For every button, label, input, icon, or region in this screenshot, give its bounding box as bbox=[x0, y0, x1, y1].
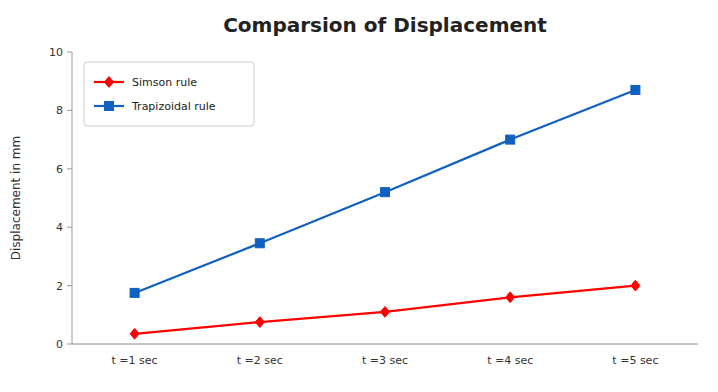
line bbox=[135, 286, 636, 334]
y-tick bbox=[67, 110, 72, 111]
y-tick-label: 0 bbox=[56, 338, 63, 351]
y-tick bbox=[67, 52, 72, 53]
marker bbox=[506, 292, 515, 303]
marker bbox=[506, 135, 515, 144]
x-axis-line bbox=[72, 344, 698, 345]
x-tick-label: t =3 sec bbox=[362, 354, 408, 367]
y-tick-label: 8 bbox=[56, 104, 63, 117]
marker bbox=[631, 85, 640, 94]
x-tick-label: t =1 sec bbox=[112, 354, 158, 367]
marker bbox=[381, 188, 390, 197]
marker bbox=[255, 317, 264, 328]
y-tick bbox=[67, 227, 72, 228]
y-tick-label: 4 bbox=[56, 221, 63, 234]
marker bbox=[631, 280, 640, 291]
legend-label: Simson rule bbox=[132, 76, 197, 89]
y-axis-line bbox=[72, 52, 73, 344]
x-tick-label: t =4 sec bbox=[487, 354, 533, 367]
legend: Simson rule Trapizoidal rule bbox=[84, 62, 254, 126]
legend-marker bbox=[105, 77, 114, 88]
marker bbox=[130, 328, 139, 339]
y-tick bbox=[67, 344, 72, 345]
x-tick-label: t =5 sec bbox=[612, 354, 658, 367]
y-tick bbox=[67, 285, 72, 286]
marker bbox=[130, 288, 139, 297]
chart: Comparsion of Displacement Displacement i… bbox=[0, 0, 718, 392]
legend-frame bbox=[84, 62, 254, 126]
y-tick-label: 2 bbox=[56, 280, 63, 293]
marker bbox=[255, 239, 264, 248]
y-tick-label: 6 bbox=[56, 163, 63, 176]
x-tick-label: t =2 sec bbox=[237, 354, 283, 367]
legend-label: Trapizoidal rule bbox=[131, 100, 216, 113]
marker bbox=[381, 306, 390, 317]
y-axis-label: Displacement in mm bbox=[9, 136, 23, 260]
y-tick-label: 10 bbox=[49, 46, 63, 59]
title: Comparsion of Displacement bbox=[223, 13, 547, 37]
legend-marker bbox=[105, 102, 114, 111]
y-tick bbox=[67, 168, 72, 169]
